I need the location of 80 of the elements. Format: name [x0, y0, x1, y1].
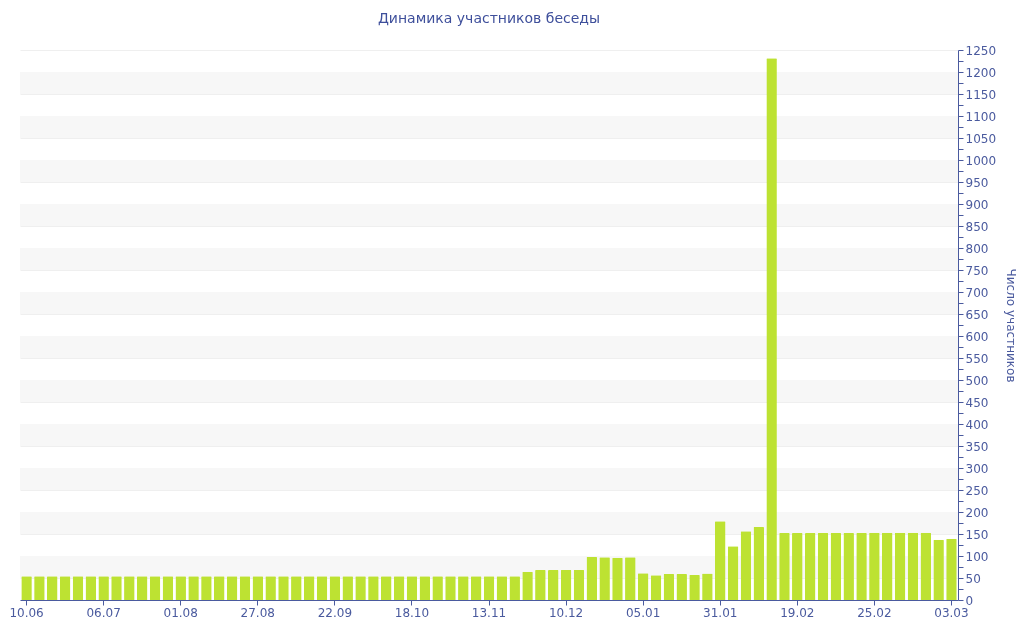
- y-tick-label: 1050: [965, 131, 997, 146]
- y-tick-label: 1250: [965, 43, 997, 58]
- bar: [136, 576, 148, 600]
- bar: [85, 576, 97, 600]
- bar: [573, 570, 585, 600]
- y-tick-label: 900: [965, 197, 989, 212]
- bar: [547, 570, 559, 600]
- y-tick-label: 1150: [965, 87, 997, 102]
- x-tick-label: 03.03: [934, 605, 969, 620]
- y-tick-label: 350: [965, 439, 989, 454]
- bar: [637, 573, 649, 600]
- bar: [727, 546, 739, 600]
- bar: [316, 576, 328, 600]
- bar: [303, 576, 315, 600]
- y-tick-label: 1100: [965, 109, 997, 124]
- bar: [72, 576, 84, 600]
- bar: [496, 576, 508, 600]
- bar: [740, 531, 752, 600]
- y-tick-label: 1000: [965, 153, 997, 168]
- y-tick-label: 100: [965, 549, 989, 564]
- x-tick-label: 10.12: [548, 605, 584, 620]
- bar: [393, 576, 405, 600]
- y-tick-label: 600: [965, 329, 989, 344]
- y-tick-label: 950: [965, 175, 989, 190]
- y-tick-label: 500: [965, 373, 989, 388]
- bar: [920, 532, 932, 600]
- x-tick-label: 10.06: [9, 605, 44, 620]
- y-tick-label: 50: [965, 571, 981, 586]
- x-tick-label: 27.08: [240, 605, 275, 620]
- x-tick-label: 05.01: [625, 605, 661, 620]
- y-tick-label: 150: [965, 527, 989, 542]
- bar: [406, 576, 418, 600]
- x-tick-label: 22.09: [317, 605, 353, 620]
- bar: [419, 576, 431, 600]
- bar: [380, 576, 392, 600]
- bar: [817, 533, 829, 600]
- y-tick-label: 650: [965, 307, 989, 322]
- x-tick-label: 18.10: [394, 605, 430, 620]
- bar: [663, 574, 675, 600]
- y-tick-label: 550: [965, 351, 989, 366]
- x-tick-label: 13.11: [471, 605, 507, 620]
- x-tick-label: 25.02: [857, 605, 892, 620]
- x-tick-label: 01.08: [163, 605, 198, 620]
- y-tick-label: 1200: [965, 65, 997, 80]
- y-tick-label: 300: [965, 461, 989, 476]
- bar: [753, 526, 765, 600]
- bar: [149, 576, 161, 600]
- bar: [252, 576, 264, 600]
- chart-title: Динамика участников беседы: [377, 10, 601, 26]
- bar: [586, 556, 598, 600]
- x-tick-label: 19.02: [780, 605, 815, 620]
- y-tick-label: 0: [965, 593, 974, 608]
- bar: [650, 575, 662, 600]
- bar: [46, 576, 58, 600]
- bar: [226, 576, 238, 600]
- bar: [59, 576, 71, 600]
- bar: [239, 576, 251, 600]
- bar: [329, 576, 341, 600]
- y-tick-label: 250: [965, 483, 989, 498]
- y-tick-label: 700: [965, 285, 989, 300]
- y-tick-label: 400: [965, 417, 989, 432]
- bar: [213, 576, 225, 600]
- bar: [470, 576, 482, 600]
- y-tick-label: 750: [965, 263, 989, 278]
- y-tick-label: 200: [965, 505, 989, 520]
- bar: [162, 576, 174, 600]
- bar: [483, 576, 495, 600]
- bar: [714, 521, 726, 600]
- bar: [881, 532, 893, 600]
- y-axis-title: Число участников: [1004, 268, 1019, 383]
- bar: [560, 570, 572, 600]
- y-tick-label: 450: [965, 395, 989, 410]
- bar: [907, 532, 919, 600]
- y-tick-label: 850: [965, 219, 989, 234]
- bar: [830, 533, 842, 600]
- x-tick-label: 31.01: [703, 605, 738, 620]
- bar: [894, 532, 906, 600]
- x-tick-label: 06.07: [86, 605, 121, 620]
- bar: [804, 533, 816, 600]
- y-tick-label: 800: [965, 241, 989, 256]
